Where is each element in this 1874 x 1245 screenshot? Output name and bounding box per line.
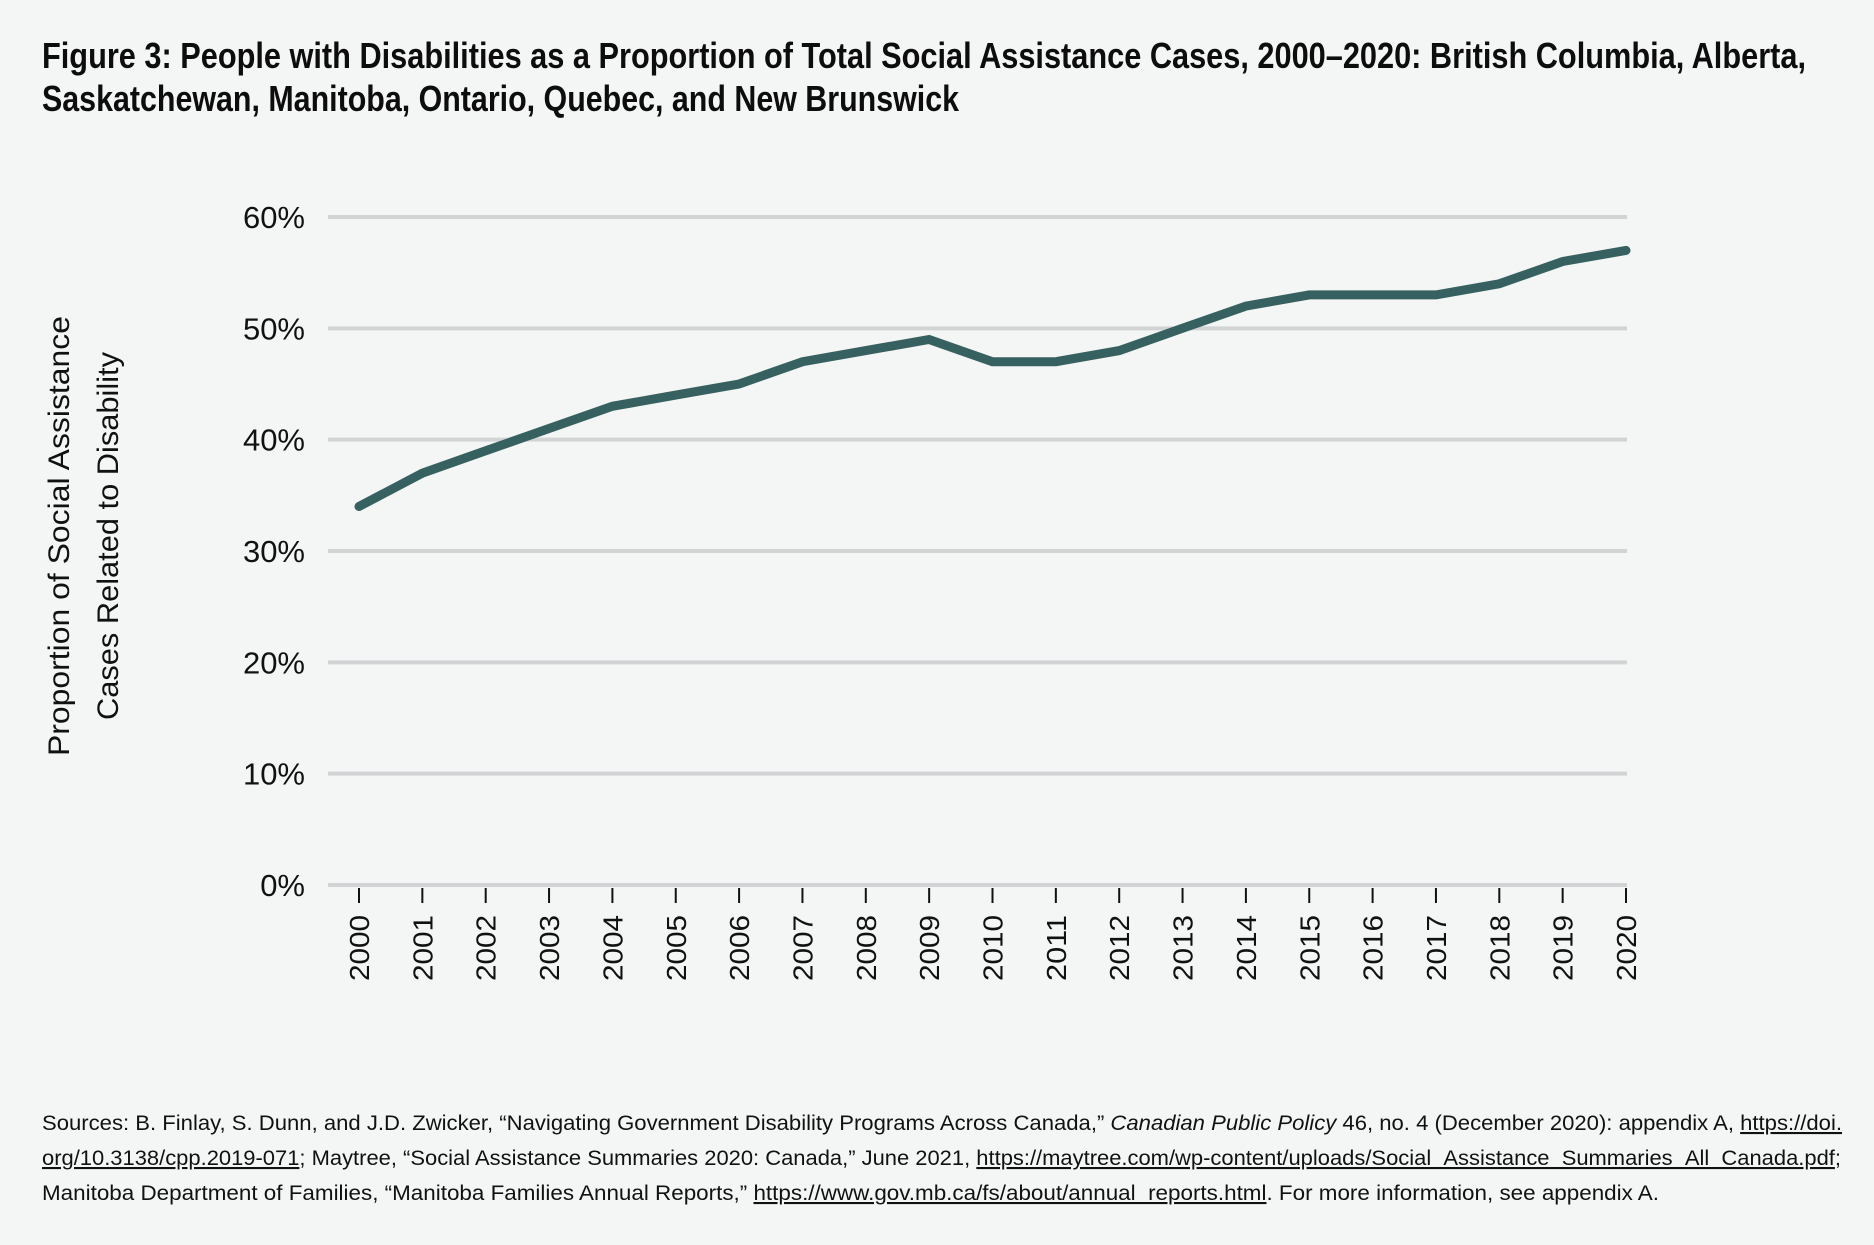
x-tick-label: 2004 <box>597 915 628 981</box>
series-layer <box>354 245 1631 511</box>
source-link[interactable]: https://maytree.com/wp-content/uploads/S… <box>976 1147 1835 1170</box>
x-tick-label: 2011 <box>1041 915 1072 981</box>
sources-line: org/10.3138/cpp.2019-071; Maytree, “Soci… <box>42 1147 1841 1170</box>
x-tick-label: 2009 <box>914 915 945 981</box>
x-tick-label: 2006 <box>724 915 755 981</box>
x-tick-label: 2005 <box>661 915 692 981</box>
y-tick-label: 50% <box>243 311 305 346</box>
sources-line: Sources: B. Finlay, S. Dunn, and J.D. Zw… <box>42 1112 1842 1135</box>
y-axis-title-line-2: Cases Related to Disability <box>92 352 125 720</box>
y-axis-ticks: 0% 10% 20% 30% 40% 50% 60% <box>243 200 305 903</box>
x-tick-label: 2019 <box>1548 915 1579 981</box>
sources-note: Sources: B. Finlay, S. Dunn, and J.D. Zw… <box>42 1112 1842 1205</box>
y-tick-label: 60% <box>243 200 305 235</box>
x-tick-label: 2000 <box>344 915 375 981</box>
x-tick-label: 2007 <box>787 915 818 981</box>
source-link[interactable]: https://www.gov.mb.ca/fs/about/annual_re… <box>753 1182 1266 1205</box>
y-axis-title: Proportion of Social Assistance Cases Re… <box>43 316 125 756</box>
y-tick-label: 20% <box>243 645 305 680</box>
source-text: ; Maytree, “Social Assistance Summaries … <box>299 1147 976 1170</box>
source-link[interactable]: https://doi. <box>1740 1112 1842 1135</box>
x-tick-label: 2010 <box>978 915 1009 981</box>
x-tick-label: 2018 <box>1484 915 1515 981</box>
y-axis-title-line-1: Proportion of Social Assistance <box>43 316 76 756</box>
y-tick-label: 10% <box>243 757 305 792</box>
sources-line: Manitoba Department of Families, “Manito… <box>42 1182 1659 1205</box>
y-tick-label: 40% <box>243 423 305 458</box>
x-tick-label: 2016 <box>1358 915 1389 981</box>
x-tick-label: 2017 <box>1421 915 1452 981</box>
source-text: Sources: B. Finlay, S. Dunn, and J.D. Zw… <box>42 1112 1110 1135</box>
source-link[interactable]: org/10.3138/cpp.2019-071 <box>42 1147 299 1170</box>
source-text: ; <box>1835 1147 1841 1170</box>
source-text: Manitoba Department of Families, “Manito… <box>42 1182 753 1205</box>
source-text: Canadian Public Policy <box>1110 1112 1337 1135</box>
source-text: 46, no. 4 (December 2020): appendix A, <box>1336 1112 1740 1135</box>
x-tick-label: 2012 <box>1104 915 1135 981</box>
x-tick-label: 2020 <box>1611 915 1642 981</box>
x-tick-label: 2002 <box>471 915 502 981</box>
x-tick-label: 2001 <box>407 915 438 981</box>
source-text: . For more information, see appendix A. <box>1266 1182 1659 1205</box>
chart-title-line-2: Saskatchewan, Manitoba, Ontario, Quebec,… <box>42 78 960 119</box>
x-tick-label: 2014 <box>1231 915 1262 981</box>
y-tick-label: 30% <box>243 534 305 569</box>
gridlines <box>328 215 1627 887</box>
x-tick-label: 2008 <box>851 915 882 981</box>
chart-title-line-1: Figure 3: People with Disabilities as a … <box>42 35 1806 76</box>
chart-title: Figure 3: People with Disabilities as a … <box>42 35 1806 119</box>
x-axis-ticks: 2000 2001 2002 2003 2004 2005 2006 2007 2008 2009… <box>344 888 1642 981</box>
y-tick-label: 0% <box>260 868 305 903</box>
x-tick-label: 2015 <box>1294 915 1325 981</box>
x-tick-label: 2003 <box>534 915 565 981</box>
x-tick-label: 2013 <box>1168 915 1199 981</box>
